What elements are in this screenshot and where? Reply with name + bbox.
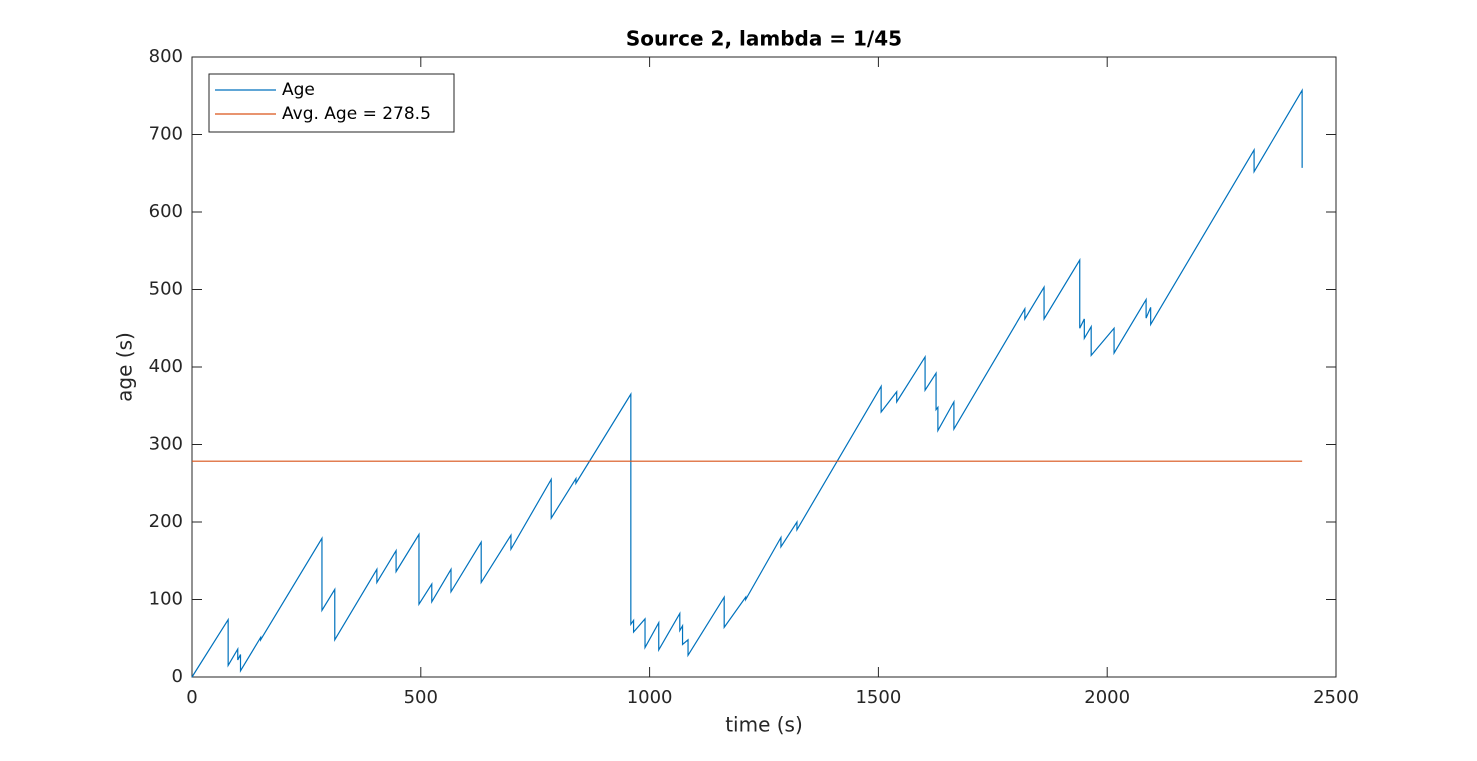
- x-axis-label: time (s): [725, 713, 803, 737]
- legend-label: Age: [282, 80, 315, 100]
- x-tick-label: 1500: [855, 687, 901, 708]
- x-tick-label: 2000: [1084, 687, 1130, 708]
- y-axis-label: age (s): [113, 332, 137, 402]
- y-tick-label: 100: [149, 589, 183, 610]
- x-tick-label: 2500: [1313, 687, 1359, 708]
- legend-label: Avg. Age = 278.5: [282, 104, 431, 124]
- y-tick-label: 300: [149, 434, 183, 455]
- chart-title: Source 2, lambda = 1/45: [626, 27, 902, 51]
- y-tick-label: 600: [149, 201, 183, 222]
- x-tick-label: 0: [186, 687, 197, 708]
- legend-box: [208, 73, 455, 133]
- x-tick-label: 500: [404, 687, 438, 708]
- y-tick-label: 800: [149, 46, 183, 67]
- y-tick-label: 500: [149, 279, 183, 300]
- x-tick-label: 1000: [627, 687, 673, 708]
- y-tick-label: 200: [149, 511, 183, 532]
- y-tick-label: 700: [149, 124, 183, 145]
- y-tick-label: 400: [149, 356, 183, 377]
- y-tick-label: 0: [172, 666, 183, 687]
- data-line: [191, 88, 1303, 678]
